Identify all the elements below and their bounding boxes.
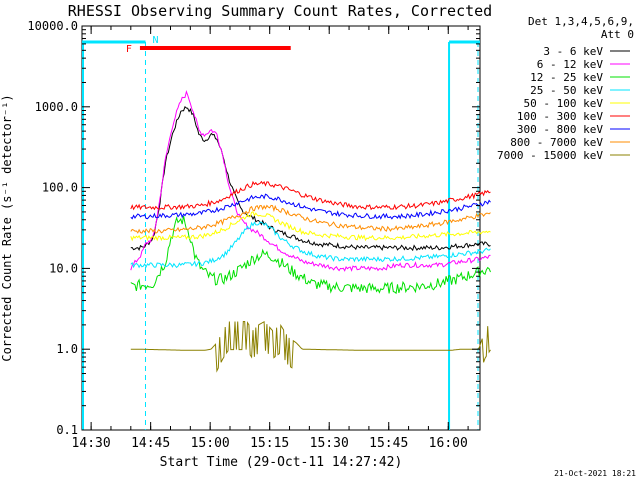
- x-axis-label: Start Time (29-Oct-11 14:27:42): [160, 455, 403, 470]
- series-line-9: [130, 321, 491, 373]
- legend-label-7: 300 - 800 keV: [517, 123, 603, 136]
- series-line-1: [130, 105, 491, 252]
- y-tick-label: 1000.0: [35, 100, 78, 114]
- x-tick-label: 16:00: [429, 436, 468, 451]
- series-line-5: [130, 211, 491, 242]
- legend-header-detectors: Det 1,3,4,5,6,9,: [528, 15, 634, 28]
- series-line-7: [130, 193, 491, 220]
- legend-label-9: 7000 - 15000 keV: [497, 149, 603, 162]
- y-tick-label: 10000.0: [27, 19, 78, 33]
- y-tick-label: 10.0: [49, 261, 78, 275]
- chart-title: RHESSI Observing Summary Count Rates, Co…: [68, 2, 492, 20]
- legend-label-6: 100 - 300 keV: [517, 110, 603, 123]
- legend-label-2: 6 - 12 keV: [537, 58, 604, 71]
- tick-layer: 0.1 1.0 10.0 100.0 1000.0 10000.0 14:30 14:45 15…: [27, 19, 480, 451]
- x-tick-label: 15:45: [369, 436, 408, 451]
- x-tick-label: 14:45: [131, 436, 170, 451]
- x-tick-label: 15:30: [310, 436, 349, 451]
- legend-label-1: 3 - 6 keV: [543, 45, 603, 58]
- y-tick-label: 1.0: [56, 342, 78, 356]
- x-tick-label: 15:15: [250, 436, 289, 451]
- series-layer: [130, 90, 491, 373]
- legend-label-8: 800 - 7000 keV: [510, 136, 603, 149]
- series-line-8: [130, 204, 491, 234]
- y-axis-label: Corrected Count Rate (s⁻¹ detector⁻¹): [0, 94, 14, 361]
- series-line-6: [130, 180, 491, 211]
- night-flag-label: N: [152, 35, 158, 46]
- x-tick-label: 14:30: [72, 436, 111, 451]
- legend-label-4: 25 - 50 keV: [530, 84, 603, 97]
- footer-timestamp: 21-Oct-2021 18:21: [554, 469, 636, 478]
- y-tick-label: 0.1: [56, 423, 78, 437]
- series-line-2: [130, 90, 491, 272]
- legend-label-5: 50 - 100 keV: [524, 97, 604, 110]
- x-tick-label: 15:00: [191, 436, 230, 451]
- series-line-4: [130, 221, 491, 269]
- y-tick-label: 100.0: [42, 181, 78, 195]
- series-line-3: [130, 215, 491, 295]
- flare-flag-label: F: [126, 44, 132, 55]
- legend-label-3: 12 - 25 keV: [530, 71, 603, 84]
- legend-header-attenuator: Att 0: [601, 28, 634, 41]
